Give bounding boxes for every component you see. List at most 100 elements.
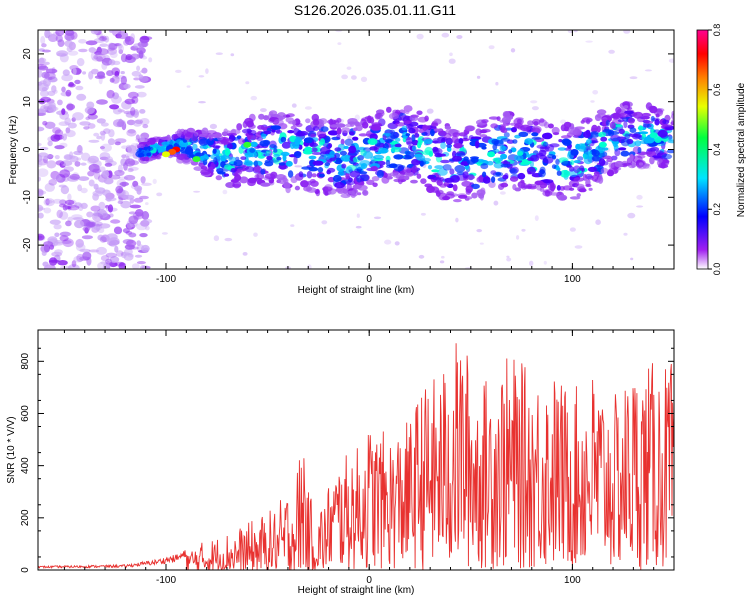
- heatmap-cell: [361, 174, 369, 182]
- heatmap-cell: [72, 67, 77, 75]
- heatmap-cell: [55, 30, 65, 37]
- heatmap-cell: [88, 139, 100, 143]
- heatmap-cell: [96, 48, 109, 56]
- heatmap-cell: [500, 182, 509, 188]
- heatmap-cell: [58, 184, 67, 188]
- heatmap-cell: [141, 182, 152, 186]
- heatmap-cell: [401, 125, 408, 131]
- heatmap-cell: [657, 129, 668, 138]
- heatmap-cell: [42, 49, 51, 53]
- x-tick-label: 100: [564, 575, 581, 586]
- heatmap-cell: [432, 147, 443, 155]
- heatmap-cell: [72, 217, 84, 221]
- heatmap-cell: [337, 171, 345, 176]
- heatmap-cell: [615, 106, 622, 114]
- heatmap-cell: [434, 165, 444, 170]
- heatmap-cell: [614, 148, 621, 157]
- heatmap-cell: [641, 112, 651, 118]
- heatmap-cell: [215, 145, 220, 150]
- heatmap-cell: [629, 153, 634, 161]
- heatmap-cell: [55, 160, 65, 166]
- heatmap-cell: [430, 128, 435, 137]
- heatmap-cell: [176, 153, 186, 160]
- heatmap-cell: [339, 150, 347, 156]
- heatmap-cell: [200, 169, 211, 175]
- heatmap-cell: [131, 263, 140, 269]
- heatmap-cell: [394, 143, 402, 148]
- heatmap-cell: [140, 150, 152, 157]
- snr-frame: [37, 329, 675, 571]
- heatmap-cell: [388, 112, 399, 120]
- heatmap-cell: [85, 40, 98, 46]
- y-tick-label: 0: [22, 146, 33, 152]
- heatmap-cell: [109, 51, 118, 59]
- heatmap-cell: [66, 46, 73, 52]
- heatmap-cell: [175, 139, 183, 144]
- heatmap-cell: [198, 138, 209, 146]
- heatmap-cell: [394, 241, 400, 246]
- heatmap-cell: [151, 136, 161, 143]
- heatmap-cell: [526, 166, 537, 175]
- heatmap-cell: [502, 111, 511, 118]
- heatmap-cell: [107, 138, 116, 146]
- heatmap-cell: [671, 119, 674, 123]
- heatmap-cell: [500, 138, 511, 142]
- heatmap-cell: [59, 265, 72, 269]
- heatmap-cell: [186, 127, 196, 135]
- heatmap-cell: [213, 157, 218, 165]
- heatmap-cell: [577, 156, 584, 161]
- heatmap-cell: [82, 226, 91, 232]
- heatmap-cell: [100, 122, 109, 127]
- heatmap-cell: [54, 232, 60, 238]
- heatmap-cell: [42, 78, 51, 87]
- heatmap-cell: [143, 146, 154, 151]
- heatmap-cell: [120, 75, 128, 85]
- heatmap-cell: [600, 136, 608, 142]
- heatmap-cell: [404, 171, 414, 177]
- heatmap-cell: [547, 153, 555, 159]
- heatmap-cell: [263, 130, 272, 135]
- heatmap-cell: [432, 177, 442, 181]
- heatmap-cell: [598, 141, 607, 148]
- heatmap-cell: [224, 237, 233, 242]
- heatmap-cell: [79, 248, 91, 253]
- heatmap-cell: [533, 121, 539, 126]
- heatmap-cell: [123, 194, 135, 200]
- heatmap-cell: [661, 153, 673, 160]
- heatmap-cell: [487, 151, 496, 158]
- heatmap-cell: [347, 118, 358, 125]
- heatmap-cell: [53, 224, 62, 230]
- heatmap-cell: [227, 142, 233, 150]
- heatmap-cell: [128, 211, 137, 215]
- heatmap-cell: [334, 181, 345, 189]
- colorbar-tick-label: 0.4: [712, 143, 722, 156]
- heatmap-cell: [104, 162, 113, 167]
- heatmap-cell: [44, 121, 56, 129]
- heatmap-cell: [78, 39, 87, 44]
- heatmap-cell: [332, 174, 342, 183]
- heatmap-cell: [609, 131, 620, 135]
- heatmap-cell: [243, 160, 254, 166]
- heatmap-cell: [114, 245, 119, 253]
- heatmap-cell: [260, 108, 267, 113]
- heatmap-cell: [590, 131, 599, 135]
- heatmap-cell: [270, 125, 282, 130]
- heatmap-cell: [48, 34, 58, 42]
- heatmap-cell: [336, 117, 342, 123]
- heatmap-cell: [482, 176, 491, 184]
- heatmap-cell: [198, 101, 206, 104]
- heatmap-cell: [38, 168, 49, 177]
- heatmap-cell: [142, 124, 149, 129]
- heatmap-cell: [99, 236, 107, 243]
- heatmap-cell: [294, 137, 301, 146]
- heatmap-cell: [355, 149, 361, 153]
- heatmap-cell: [453, 199, 462, 203]
- heatmap-cell: [611, 112, 622, 120]
- heatmap-cell: [627, 117, 635, 124]
- heatmap-cell: [403, 105, 413, 112]
- chart-title: S126.2026.035.01.11.G11: [293, 2, 457, 18]
- heatmap-cell: [190, 161, 199, 166]
- heatmap-cell: [627, 212, 636, 219]
- heatmap-cell: [384, 239, 392, 245]
- heatmap-cell: [234, 174, 242, 182]
